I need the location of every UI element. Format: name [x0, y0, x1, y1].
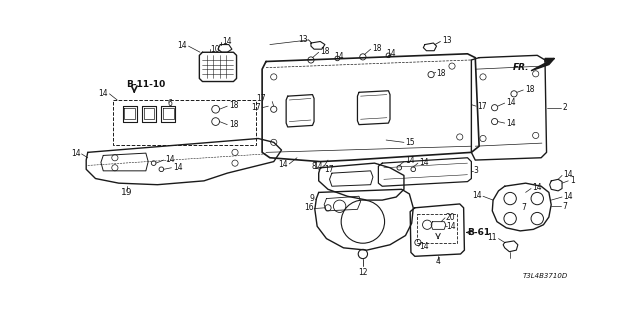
Text: 17: 17	[324, 165, 333, 174]
Text: 14: 14	[564, 192, 573, 201]
Text: 14: 14	[313, 163, 323, 172]
Text: 1: 1	[570, 176, 575, 185]
Text: 17: 17	[477, 102, 487, 111]
Text: 2: 2	[562, 103, 567, 112]
Text: 14: 14	[506, 98, 516, 107]
Polygon shape	[531, 59, 554, 71]
Text: 16: 16	[305, 203, 314, 212]
Text: 19: 19	[121, 188, 132, 197]
Text: 13: 13	[298, 35, 308, 44]
Text: 3: 3	[474, 166, 479, 175]
Text: 10: 10	[210, 45, 220, 54]
Text: 13: 13	[442, 36, 452, 45]
Text: B-61: B-61	[467, 228, 491, 237]
Text: 7: 7	[562, 202, 567, 211]
Text: 12: 12	[358, 268, 367, 277]
Text: FR.: FR.	[513, 63, 529, 72]
Text: B-11-10: B-11-10	[127, 80, 166, 89]
Text: 14: 14	[99, 89, 108, 98]
Text: 14: 14	[278, 160, 288, 169]
Text: 18: 18	[229, 120, 238, 129]
Text: 14: 14	[334, 52, 344, 60]
Text: 18: 18	[320, 47, 330, 56]
Text: 7: 7	[521, 203, 525, 212]
Text: 18: 18	[372, 44, 381, 53]
Text: 14: 14	[177, 41, 187, 50]
Text: 14: 14	[71, 148, 81, 158]
Text: 9: 9	[309, 194, 314, 203]
Text: 14: 14	[165, 155, 175, 164]
Text: 20: 20	[446, 213, 456, 222]
Text: 14: 14	[472, 191, 481, 200]
Text: 17: 17	[257, 94, 266, 103]
Text: 11: 11	[488, 233, 497, 242]
Text: 18: 18	[525, 85, 534, 94]
Text: 14: 14	[222, 37, 232, 46]
Text: 15: 15	[406, 138, 415, 147]
Text: 14: 14	[386, 49, 396, 58]
Text: 14: 14	[532, 183, 542, 192]
Text: 14: 14	[446, 222, 456, 231]
Bar	[113, 100, 256, 145]
Text: 14: 14	[564, 170, 573, 179]
Text: 6: 6	[168, 99, 172, 108]
Text: 18: 18	[436, 68, 446, 77]
Text: 8: 8	[312, 163, 316, 172]
Text: 14: 14	[419, 242, 429, 251]
Text: 18: 18	[229, 101, 238, 110]
Text: 17: 17	[251, 103, 260, 112]
Text: T3L4B3710D: T3L4B3710D	[523, 273, 568, 279]
Text: 14: 14	[506, 119, 516, 128]
Text: 4: 4	[436, 257, 440, 266]
Text: 14: 14	[173, 163, 182, 172]
Bar	[417, 214, 458, 243]
Text: 14: 14	[419, 158, 429, 167]
Text: 14: 14	[406, 156, 415, 165]
